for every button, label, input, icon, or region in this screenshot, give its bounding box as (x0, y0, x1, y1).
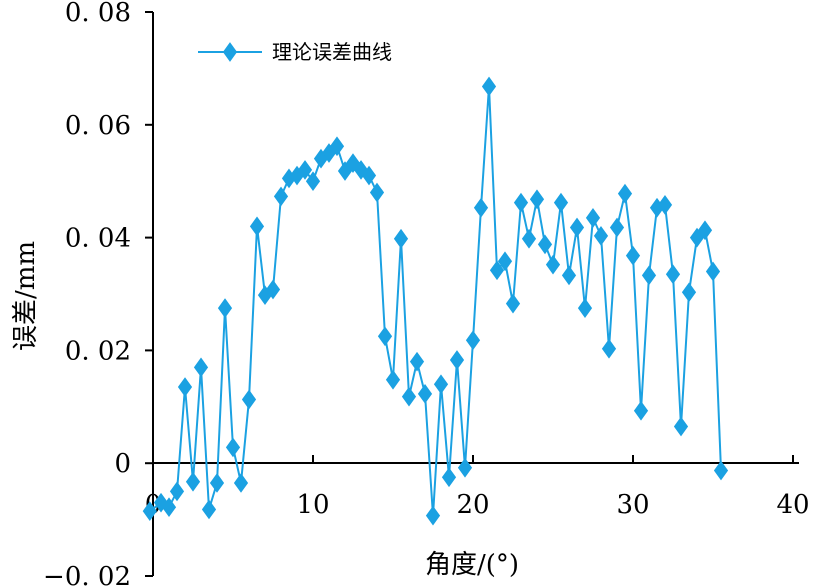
legend: 理论误差曲线 (198, 40, 392, 64)
y-tick-label: 0. 08 (65, 0, 131, 28)
data-point (153, 492, 169, 513)
data-point (361, 165, 377, 186)
data-point (569, 217, 585, 238)
data-point (617, 183, 633, 204)
data-point (657, 195, 673, 215)
data-point (489, 260, 505, 281)
data-point (497, 251, 513, 272)
x-axis-label: 角度/(°) (425, 550, 519, 580)
data-point (545, 254, 561, 275)
data-point (561, 265, 577, 286)
data-point (609, 217, 625, 238)
data-point (193, 357, 209, 378)
data-point (337, 161, 353, 181)
data-point (385, 369, 401, 390)
data-point (713, 460, 729, 481)
data-point (505, 293, 521, 314)
series-layer (142, 76, 729, 526)
data-point (249, 216, 265, 237)
data-point (265, 279, 281, 300)
data-point (201, 499, 217, 520)
data-point (433, 374, 449, 395)
legend-marker (222, 42, 238, 62)
data-point (142, 501, 157, 521)
data-point (225, 437, 241, 458)
y-tick-label: 0. 04 (65, 224, 131, 254)
series-line (149, 85, 722, 517)
data-point (217, 298, 233, 318)
data-point (521, 228, 537, 249)
data-point (481, 76, 497, 97)
data-point (665, 264, 681, 285)
data-point (529, 189, 545, 210)
x-tick-label: 30 (616, 490, 649, 520)
data-point (369, 182, 385, 203)
data-point (273, 186, 289, 207)
x-tick-label: 20 (456, 490, 489, 520)
data-point (401, 386, 417, 407)
data-point (681, 282, 697, 303)
data-point (329, 136, 345, 157)
data-point (209, 473, 225, 493)
legend-label: 理论误差曲线 (272, 40, 392, 64)
y-axis-label: 误差/mm (11, 241, 41, 351)
data-point (377, 326, 393, 347)
data-point (297, 160, 313, 180)
data-point (537, 234, 553, 255)
data-point (393, 228, 409, 249)
data-point (409, 351, 425, 372)
data-point (633, 400, 649, 421)
data-point (233, 473, 249, 493)
data-point (641, 265, 657, 286)
data-point (673, 416, 689, 437)
x-tick-label: 10 (296, 490, 329, 520)
data-point (625, 245, 641, 266)
data-point (585, 208, 601, 228)
y-tick-label: 0. 02 (65, 336, 131, 366)
data-point (169, 481, 185, 502)
data-point (449, 350, 465, 370)
data-point (553, 192, 569, 213)
data-point (593, 226, 609, 246)
data-point (465, 330, 481, 351)
y-tick-label: 0 (114, 449, 131, 479)
data-point (577, 298, 593, 318)
data-point (601, 338, 617, 359)
data-point (705, 261, 721, 282)
data-point (305, 171, 321, 192)
data-point (185, 471, 201, 492)
data-point (441, 467, 457, 488)
data-point (425, 505, 441, 526)
data-point (161, 497, 177, 518)
y-tick-label: 0. 06 (65, 111, 131, 141)
data-point (697, 220, 713, 241)
data-point (473, 197, 489, 218)
data-point (513, 192, 529, 213)
data-point (417, 383, 433, 404)
data-point (241, 389, 257, 410)
y-tick-label: −0. 02 (43, 562, 131, 588)
data-point (457, 457, 473, 478)
x-tick-label: 40 (776, 490, 809, 520)
axes (152, 12, 799, 576)
data-point (177, 377, 193, 397)
